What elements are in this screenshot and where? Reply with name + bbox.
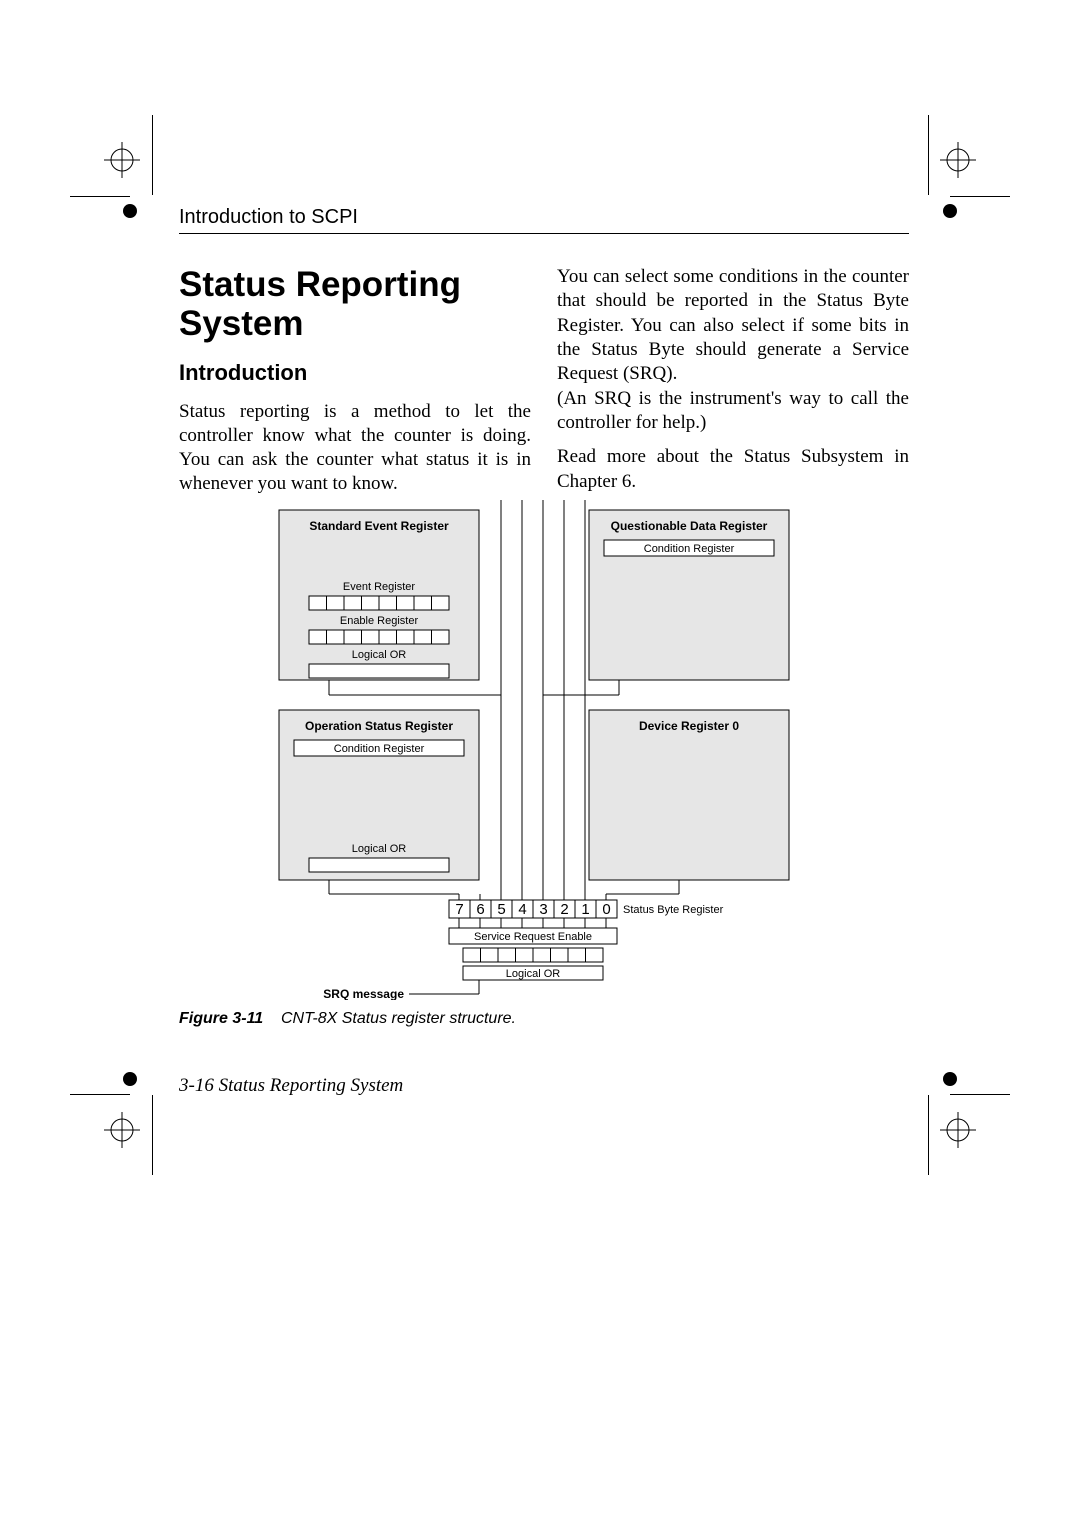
bit-label: 0 [602,901,610,918]
cropmark [70,196,130,197]
cropmark-dot [943,1072,957,1086]
block-title: Questionable Data Register [611,519,768,533]
bit-label: 4 [518,901,526,918]
page-title: Status Reporting System [179,265,531,343]
block-label: Logical OR [352,649,406,661]
page-footer: 3-16 Status Reporting System [179,1075,403,1097]
bit-label: 6 [476,901,484,918]
block-label: Enable Register [340,615,419,627]
cropmark [152,115,153,195]
block-label: Logical OR [352,843,406,855]
srq-label: SRQ message [323,987,404,1000]
bit-label: 5 [497,901,505,918]
cropmark-dot [123,204,137,218]
section-heading: Introduction [179,359,531,387]
cropmark [928,115,929,195]
status-byte-label: Status Byte Register [623,904,724,916]
block-label: Condition Register [334,743,425,755]
column-left: Status Reporting System Introduction Sta… [179,265,531,507]
or-label: Logical OR [506,968,560,980]
paragraph: Status reporting is a method to let the … [179,400,531,497]
block-title: Standard Event Register [309,519,449,533]
status-byte-row: 7 6 5 4 3 2 1 0 [449,900,617,918]
registration-icon [938,140,978,180]
registration-icon [102,1110,142,1150]
sre-label: Service Request Enable [474,931,592,943]
block-label: Event Register [343,581,415,593]
bit-label: 2 [560,901,568,918]
block-title: Operation Status Register [305,719,453,733]
page: Introduction to SCPI Status Reporting Sy… [0,0,1080,1528]
figure-number: Figure 3-11 [179,1010,263,1027]
registration-icon [102,140,142,180]
cropmark-dot [123,1072,137,1086]
cropmark-dot [943,204,957,218]
bit-label: 3 [539,901,547,918]
figure-caption: Figure 3-11 CNT-8X Status register struc… [179,1010,516,1028]
cropmark [950,196,1010,197]
paragraph: Read more about the Status Subsystem in … [557,445,909,494]
block-title: Device Register 0 [639,719,739,733]
cropmark [152,1095,153,1175]
bit-label: 7 [455,901,463,918]
registration-icon [938,1110,978,1150]
paragraph: You can select some conditions in the co… [557,265,909,387]
cropmark [928,1095,929,1175]
column-right: You can select some conditions in the co… [557,265,909,504]
cropmark [950,1094,1010,1095]
running-head: Introduction to SCPI [179,206,909,234]
bit-label: 1 [581,901,589,918]
figure-caption-text: CNT-8X Status register structure. [281,1010,516,1027]
paragraph: (An SRQ is the instrument's way to call … [557,387,909,436]
figure-status-register: Standard Event Register Event Register E… [179,500,909,1005]
cropmark [70,1094,130,1095]
block-label: Condition Register [644,543,735,555]
